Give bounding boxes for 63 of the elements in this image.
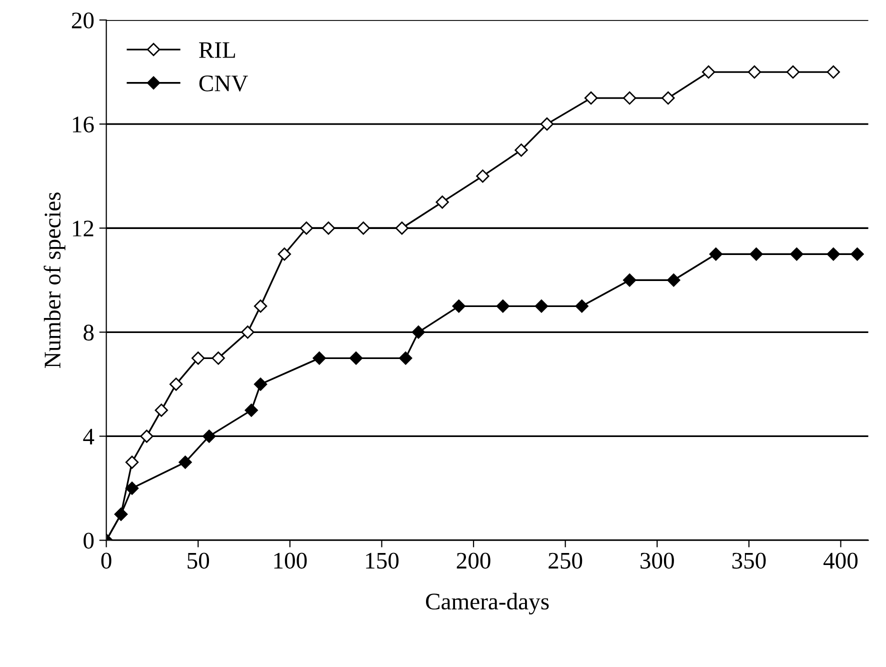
point	[154, 404, 168, 417]
point	[254, 378, 268, 391]
y-tick-label: 8	[84, 324, 94, 341]
point	[349, 352, 363, 365]
point	[575, 300, 588, 313]
point	[750, 248, 763, 261]
legend-label: CNV	[199, 76, 248, 92]
point	[278, 248, 292, 261]
point	[534, 300, 548, 313]
point	[412, 326, 426, 339]
y-tick-label: 4	[83, 428, 94, 444]
point	[709, 248, 722, 261]
point	[170, 378, 183, 391]
point	[125, 482, 139, 495]
point	[496, 300, 510, 313]
point	[850, 248, 864, 261]
point	[623, 91, 636, 105]
point	[192, 352, 205, 365]
x-tick-label: 250	[548, 552, 582, 569]
point	[356, 222, 370, 235]
point	[452, 300, 466, 313]
y-axis-title: Number of species	[44, 192, 66, 368]
point	[702, 65, 716, 79]
point	[254, 300, 268, 313]
x-axis-title: Camera-days	[426, 592, 549, 614]
point	[241, 326, 254, 339]
y-tick-label: 12	[72, 220, 94, 236]
point	[395, 222, 409, 235]
point	[826, 248, 840, 261]
y-tick-label: 20	[72, 12, 94, 28]
point	[140, 430, 154, 443]
point	[662, 91, 675, 105]
point	[300, 222, 314, 235]
x-tick-label: 350	[732, 552, 766, 569]
point	[584, 91, 598, 105]
point	[476, 170, 490, 183]
point	[748, 65, 762, 79]
point	[786, 65, 800, 79]
x-tick-label: 50	[188, 552, 210, 569]
point	[826, 65, 840, 79]
x-tick-label: 200	[456, 552, 490, 569]
point	[790, 248, 804, 261]
x-tick-label: 150	[366, 552, 399, 569]
legend-label: RIL	[199, 42, 236, 58]
point	[244, 404, 258, 417]
x-tick-label: 400	[823, 552, 858, 569]
point	[212, 352, 225, 365]
point	[667, 274, 680, 287]
point	[436, 196, 449, 209]
point	[540, 117, 554, 131]
x-tick-label: 100	[274, 552, 307, 569]
y-tick-label: 0	[84, 532, 94, 549]
point	[312, 352, 326, 365]
y-tick-label: 16	[72, 116, 94, 132]
point	[514, 143, 528, 157]
point	[178, 456, 192, 469]
point	[125, 456, 139, 469]
point	[322, 222, 336, 235]
x-tick-label: 0	[101, 552, 112, 569]
point	[399, 352, 412, 365]
point	[202, 430, 216, 443]
point	[623, 274, 636, 287]
x-tick-label: 300	[640, 552, 674, 569]
